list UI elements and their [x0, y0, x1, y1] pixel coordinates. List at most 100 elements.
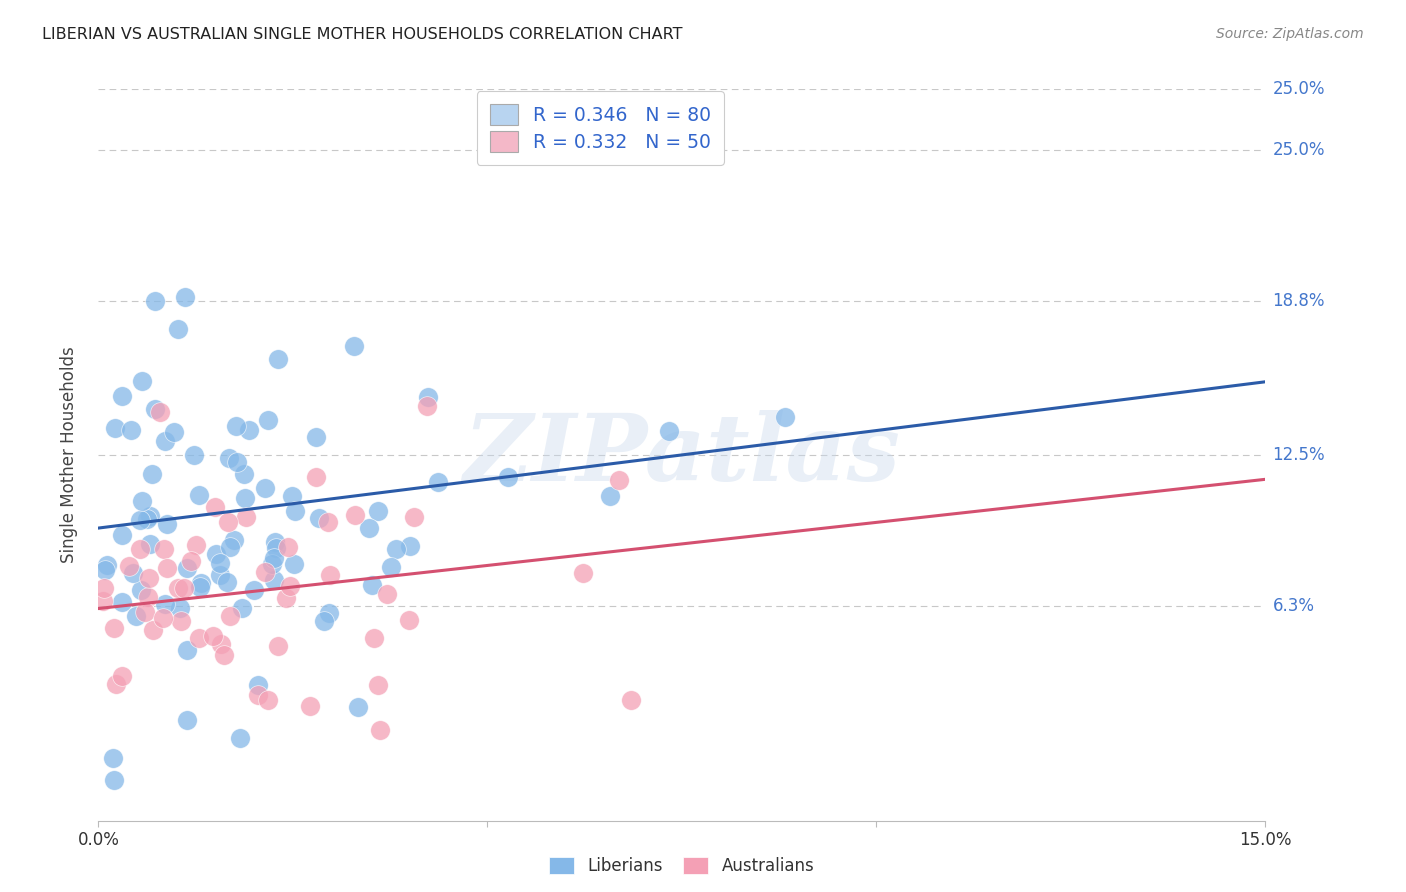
Point	[173, 581, 195, 595]
Point	[416, 390, 439, 404]
Point	[361, 578, 384, 592]
Text: 12.5%: 12.5%	[1272, 446, 1324, 464]
Point	[201, 629, 224, 643]
Point	[363, 631, 385, 645]
Point	[176, 560, 198, 574]
Point	[318, 515, 340, 529]
Point	[218, 540, 240, 554]
Point	[247, 688, 270, 702]
Point	[184, 538, 207, 552]
Text: ZIPatlas: ZIPatlas	[464, 410, 900, 500]
Point	[260, 558, 283, 572]
Point	[281, 489, 304, 503]
Point	[308, 510, 330, 524]
Point	[266, 640, 288, 654]
Point	[319, 568, 342, 582]
Point	[93, 582, 115, 596]
Point	[398, 613, 420, 627]
Text: LIBERIAN VS AUSTRALIAN SINGLE MOTHER HOUSEHOLDS CORRELATION CHART: LIBERIAN VS AUSTRALIAN SINGLE MOTHER HOU…	[42, 27, 683, 42]
Point	[120, 423, 142, 437]
Y-axis label: Single Mother Households: Single Mother Households	[59, 347, 77, 563]
Point	[156, 560, 179, 574]
Point	[122, 566, 145, 580]
Point	[399, 540, 422, 554]
Point	[238, 423, 260, 437]
Point	[368, 723, 391, 737]
Point	[228, 731, 250, 745]
Point	[141, 467, 163, 481]
Point	[619, 693, 641, 707]
Point	[209, 637, 232, 651]
Point	[224, 533, 246, 547]
Point	[658, 424, 681, 438]
Point	[131, 582, 153, 597]
Point	[225, 455, 247, 469]
Point	[257, 692, 280, 706]
Point	[143, 293, 166, 308]
Point	[128, 542, 150, 557]
Point	[208, 567, 231, 582]
Point	[204, 500, 226, 514]
Point	[225, 419, 247, 434]
Point	[404, 510, 426, 524]
Point	[773, 409, 796, 424]
Point	[263, 573, 285, 587]
Point	[96, 558, 118, 573]
Point	[346, 700, 368, 714]
Point	[572, 566, 595, 581]
Point	[278, 579, 301, 593]
Point	[104, 421, 127, 435]
Point	[111, 389, 134, 403]
Point	[253, 481, 276, 495]
Point	[305, 430, 328, 444]
Point	[149, 405, 172, 419]
Point	[176, 713, 198, 727]
Point	[253, 565, 276, 579]
Point	[235, 509, 257, 524]
Point	[607, 473, 630, 487]
Point	[217, 516, 239, 530]
Point	[357, 521, 380, 535]
Point	[139, 537, 162, 551]
Point	[169, 600, 191, 615]
Point	[217, 575, 239, 590]
Point	[283, 557, 305, 571]
Point	[103, 621, 125, 635]
Point	[231, 601, 253, 615]
Point	[136, 512, 159, 526]
Point	[283, 504, 305, 518]
Point	[343, 339, 366, 353]
Point	[256, 412, 278, 426]
Point	[167, 322, 190, 336]
Point	[94, 563, 117, 577]
Point	[183, 449, 205, 463]
Point	[111, 669, 134, 683]
Text: 25.0%: 25.0%	[1272, 80, 1324, 98]
Point	[170, 614, 193, 628]
Text: Source: ZipAtlas.com: Source: ZipAtlas.com	[1216, 27, 1364, 41]
Text: 25.0%: 25.0%	[1272, 141, 1324, 159]
Point	[138, 571, 160, 585]
Point	[343, 508, 366, 523]
Point	[103, 773, 125, 788]
Point	[105, 677, 128, 691]
Point	[91, 594, 114, 608]
Legend: Liberians, Australians: Liberians, Australians	[543, 850, 821, 882]
Point	[416, 399, 439, 413]
Point	[263, 551, 285, 566]
Point	[264, 535, 287, 549]
Point	[152, 610, 174, 624]
Point	[136, 590, 159, 604]
Point	[274, 591, 297, 605]
Point	[188, 580, 211, 594]
Text: 18.8%: 18.8%	[1272, 293, 1324, 310]
Point	[599, 490, 621, 504]
Point	[367, 504, 389, 518]
Point	[267, 351, 290, 366]
Point	[131, 375, 153, 389]
Point	[212, 648, 235, 662]
Point	[180, 554, 202, 568]
Point	[166, 581, 188, 595]
Point	[152, 542, 174, 557]
Point	[243, 582, 266, 597]
